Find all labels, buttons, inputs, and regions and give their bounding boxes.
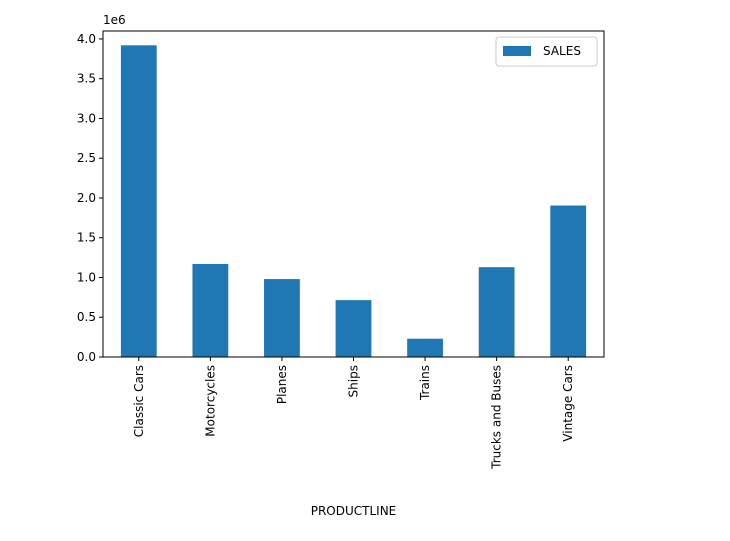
bar-motorcycles xyxy=(192,263,229,357)
y-tick-label: 2.5 xyxy=(77,151,96,165)
y-tick-label: 0.5 xyxy=(77,310,96,324)
bar-trucks-and-buses xyxy=(478,267,515,357)
y-tick-label: 4.0 xyxy=(77,32,96,46)
legend-box xyxy=(495,36,598,67)
x-tick-label: Motorcycles xyxy=(203,365,217,437)
legend: SALES xyxy=(495,36,598,67)
x-tick-label: Ships xyxy=(347,365,361,397)
bar-ships xyxy=(335,300,372,357)
bar-classic-cars xyxy=(120,45,157,357)
x-tick-label: Planes xyxy=(275,365,289,404)
bar-trains xyxy=(407,338,443,357)
x-axis: Classic Cars Motorcycles Planes Ships Trains… xyxy=(132,357,575,470)
bar-vintage-cars xyxy=(550,205,587,357)
x-axis-label: PRODUCTLINE xyxy=(311,504,397,518)
x-tick-label: Trucks and Buses xyxy=(490,365,504,470)
legend-swatch xyxy=(503,46,531,56)
y-offset-label: 1e6 xyxy=(103,13,126,27)
y-tick-label: 1.5 xyxy=(77,231,96,245)
plot-frame xyxy=(102,30,605,358)
y-tick-label: 3.5 xyxy=(77,72,96,86)
legend-label-sales: SALES xyxy=(543,44,581,58)
x-tick-label: Classic Cars xyxy=(132,365,146,437)
bar-planes xyxy=(264,279,300,357)
y-axis: 0.0 0.5 1.0 1.5 2.0 2.5 3.0 3.5 4.0 xyxy=(77,32,103,364)
y-tick-label: 3.0 xyxy=(77,111,96,125)
x-tick-label: Vintage Cars xyxy=(561,365,575,442)
bars-group xyxy=(120,45,587,357)
x-tick-label: Trains xyxy=(418,365,432,401)
y-tick-label: 2.0 xyxy=(77,191,96,205)
y-tick-label: 0.0 xyxy=(77,350,96,364)
y-tick-label: 1.0 xyxy=(77,270,96,284)
